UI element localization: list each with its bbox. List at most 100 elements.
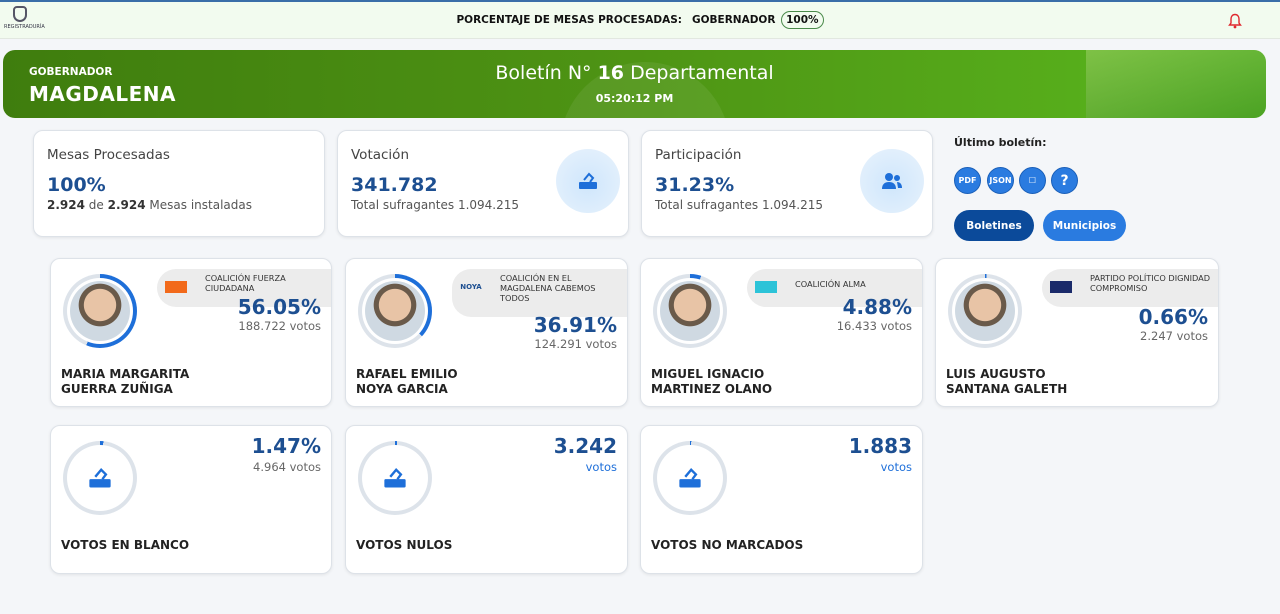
bulletin-banner: GOBERNADOR MAGDALENA Boletín N° 16 Depar… xyxy=(3,50,1266,118)
other-sub: 4.964 votos xyxy=(253,460,321,474)
other-label: VOTOS NO MARCADOS xyxy=(651,538,804,552)
last-bulletin-label: Último boletín: xyxy=(954,136,1047,149)
proc-label: PORCENTAJE DE MESAS PROCESADAS: xyxy=(456,14,682,26)
stat-sub: 2.924 de 2.924 Mesas instaladas xyxy=(47,198,252,212)
top-bar: REGISTRADURÍA PORCENTAJE DE MESAS PROCES… xyxy=(0,0,1280,39)
candidate-photo xyxy=(955,281,1015,341)
other-sub: votos xyxy=(585,460,617,474)
vote-share-ring xyxy=(948,274,1022,348)
stat-label: Participación xyxy=(655,147,742,163)
other-votes-card: 1.47% 4.964 votos VOTOS EN BLANCO xyxy=(50,425,332,574)
candidate-votes: 16.433 votos xyxy=(836,319,912,333)
party-logo: alma xyxy=(755,281,777,293)
processed-percentage: PORCENTAJE DE MESAS PROCESADAS: GOBERNADO… xyxy=(0,11,1280,29)
title-pre: Boletín N° xyxy=(495,62,592,84)
stat-label: Votación xyxy=(351,147,410,163)
vote-share-ring xyxy=(63,441,137,515)
vote-share-ring xyxy=(63,274,137,348)
party-badge: alma COALICIÓN ALMA xyxy=(747,269,922,307)
other-label: VOTOS NULOS xyxy=(356,538,453,552)
candidate-card[interactable]: alma COALICIÓN ALMA 4.88% 16.433 votos MI… xyxy=(640,258,923,407)
candidate-votes: 188.722 votos xyxy=(238,319,321,333)
party-badge: DIGNIDAD PARTIDO POLÍTICO DIGNIDAD COMPRO… xyxy=(1042,269,1218,307)
candidate-card[interactable]: DIGNIDAD PARTIDO POLÍTICO DIGNIDAD COMPRO… xyxy=(935,258,1219,407)
proc-badge: 100% xyxy=(781,11,824,29)
candidate-photo xyxy=(70,281,130,341)
stat-sub: Total sufragantes 1.094.215 xyxy=(655,198,824,212)
other-label: VOTOS EN BLANCO xyxy=(61,538,190,552)
other-votes-card: 3.242 votos VOTOS NULOS xyxy=(345,425,628,574)
banner-office: GOBERNADOR xyxy=(29,66,113,78)
party-name: COALICIÓN ALMA xyxy=(795,279,866,289)
mesas-total: 2.924 xyxy=(107,198,146,212)
candidate-name: RAFAEL EMILIO NOYA GARCIA xyxy=(356,367,458,397)
candidate-photo xyxy=(365,281,425,341)
candidate-last-name: GUERRA ZUÑIGA xyxy=(61,382,173,396)
candidate-votes: 124.291 votos xyxy=(534,337,617,351)
stat-value: 100% xyxy=(47,174,106,196)
candidate-percentage: 0.66% xyxy=(1138,305,1208,329)
party-logo: DIGNIDAD xyxy=(1050,281,1072,293)
stat-label: Mesas Procesadas xyxy=(47,147,170,163)
candidate-first-name: MARIA MARGARITA xyxy=(61,367,190,381)
candidate-last-name: SANTANA GALETH xyxy=(946,382,1068,396)
sub-mid: de xyxy=(88,198,104,212)
party-name: COALICIÓN FUERZA CIUDADANA xyxy=(205,273,286,293)
landscape-illustration xyxy=(1086,50,1266,118)
other-value: 1.47% xyxy=(251,434,321,458)
party-badge: NOYA COALICIÓN EN EL MAGDALENA CABEMOS TO… xyxy=(452,269,627,317)
bell-icon[interactable] xyxy=(1228,13,1242,29)
pdf-download-icon[interactable]: PDF xyxy=(954,167,981,194)
candidate-photo xyxy=(660,281,720,341)
ballot-download-icon[interactable]: ☐ xyxy=(1019,167,1046,194)
other-value: 3.242 xyxy=(553,434,617,458)
logo-text: REGISTRADURÍA xyxy=(4,24,45,30)
stat-votacion: Votación 341.782 Total sufragantes 1.094… xyxy=(337,130,629,237)
vote-share-ring xyxy=(653,274,727,348)
sub-post: Mesas instaladas xyxy=(149,198,252,212)
proc-office: GOBERNADOR xyxy=(691,14,776,26)
stat-mesas: Mesas Procesadas 100% 2.924 de 2.924 Mes… xyxy=(33,130,325,237)
candidate-card[interactable]: FC COALICIÓN FUERZA CIUDADANA 56.05% 188.… xyxy=(50,258,332,407)
candidate-first-name: LUIS AUGUSTO xyxy=(946,367,1046,381)
other-votes-card: 1.883 votos VOTOS NO MARCADOS xyxy=(640,425,923,574)
other-value: 1.883 xyxy=(848,434,912,458)
ballot-box-icon xyxy=(89,467,111,488)
json-download-icon[interactable]: JSON xyxy=(987,167,1014,194)
candidate-last-name: NOYA GARCIA xyxy=(356,382,448,396)
stat-value: 31.23% xyxy=(655,174,735,196)
ballot-box-icon xyxy=(556,149,620,213)
candidate-name: MIGUEL IGNACIO MARTINEZ OLANO xyxy=(651,367,772,397)
help-icon[interactable]: ? xyxy=(1051,167,1078,194)
vote-share-ring xyxy=(358,441,432,515)
candidate-percentage: 4.88% xyxy=(842,295,912,319)
candidate-name: LUIS AUGUSTO SANTANA GALETH xyxy=(946,367,1067,397)
candidate-percentage: 56.05% xyxy=(237,295,321,319)
vote-share-ring xyxy=(358,274,432,348)
party-badge: FC COALICIÓN FUERZA CIUDADANA xyxy=(157,269,331,307)
other-sub: votos xyxy=(880,460,912,474)
ballot-box-icon xyxy=(384,467,406,488)
bulletin-number: 16 xyxy=(597,62,625,84)
stat-participacion: Participación 31.23% Total sufragantes 1… xyxy=(641,130,933,237)
bulletin-time: 05:20:12 PM xyxy=(595,92,674,105)
candidate-percentage: 36.91% xyxy=(533,313,617,337)
party-logo-text: NOYA xyxy=(460,283,482,291)
stat-value: 341.782 xyxy=(351,174,438,196)
boletines-button[interactable]: Boletines xyxy=(954,210,1034,241)
candidate-name: MARIA MARGARITA GUERRA ZUÑIGA xyxy=(61,367,189,397)
people-icon xyxy=(860,149,924,213)
candidate-first-name: RAFAEL EMILIO xyxy=(356,367,458,381)
mesas-processed: 2.924 xyxy=(47,198,85,212)
ballot-box-icon xyxy=(679,467,701,488)
party-logo: NOYA xyxy=(460,281,482,293)
registraduria-logo[interactable]: REGISTRADURÍA xyxy=(4,6,45,36)
candidate-last-name: MARTINEZ OLANO xyxy=(651,382,773,396)
municipios-button[interactable]: Municipios xyxy=(1043,210,1126,241)
candidate-first-name: MIGUEL IGNACIO xyxy=(651,367,765,381)
candidate-card[interactable]: NOYA COALICIÓN EN EL MAGDALENA CABEMOS TO… xyxy=(345,258,628,407)
party-name: PARTIDO POLÍTICO DIGNIDAD COMPROMISO xyxy=(1090,273,1211,293)
bulletin-title: Boletín N° 16 Departamental xyxy=(3,62,1266,84)
party-logo: FC xyxy=(165,281,187,293)
vote-share-ring xyxy=(653,441,727,515)
